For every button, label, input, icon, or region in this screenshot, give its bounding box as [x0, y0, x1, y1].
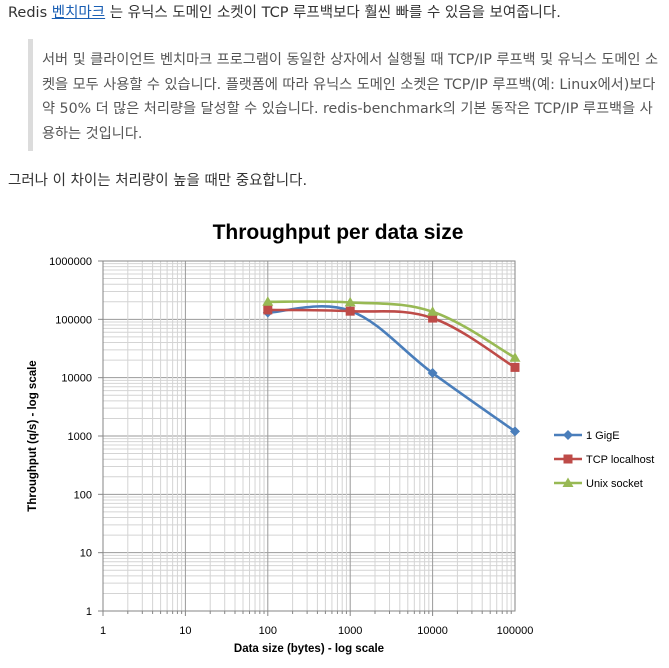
intro-prefix: Redis — [8, 5, 52, 21]
legend-marker-tcp-localhost — [563, 454, 573, 464]
legend-label-unix-socket: Unix socket — [586, 478, 643, 490]
data-point-tcp-localhost — [510, 362, 520, 372]
y-tick-label: 100 — [74, 489, 92, 501]
y-axis-label: Throughput (q/s) - log scale — [27, 360, 39, 511]
data-point-tcp-localhost — [263, 305, 273, 315]
y-tick-label: 100000 — [55, 314, 92, 326]
series-unix-socket — [262, 296, 521, 362]
x-tick-label: 100000 — [497, 625, 534, 637]
data-point-tcp-localhost — [428, 313, 438, 323]
series-line-tcp-localhost — [267, 308, 516, 369]
series-line-unix-socket — [267, 300, 516, 359]
x-tick-label: 100 — [259, 625, 277, 637]
y-tick-label: 1 — [86, 606, 92, 618]
data-point-unix-socket — [509, 352, 521, 362]
x-tick-label: 1000 — [338, 625, 362, 637]
legend-marker-unix-socket — [562, 477, 574, 487]
quote-text: 서버 및 클라이언트 벤치마크 프로그램이 동일한 상자에서 실행될 때 TCP… — [42, 52, 659, 142]
grid-lines — [102, 261, 515, 612]
data-point-tcp-localhost — [345, 306, 355, 316]
series-tcp-localhost — [263, 305, 520, 372]
series-line-1-gige — [267, 305, 516, 433]
x-tick-label: 10000 — [417, 625, 448, 637]
benchmark-link[interactable]: 벤치마크 — [51, 5, 106, 21]
intro-paragraph: Redis 벤치마크 는 유닉스 도메인 소켓이 TCP 루프백보다 훨씬 빠를… — [8, 2, 561, 24]
note-paragraph: 그러나 이 차이는 처리량이 높을 때만 중요합니다. — [8, 173, 308, 189]
data-point-unix-socket — [344, 296, 356, 307]
y-tick-label: 10000 — [61, 373, 92, 385]
axis-ticks: 1 10 100 1000 10000 100000 1000000 1 10 100 1000 10… — [49, 256, 533, 637]
throughput-chart: Throughput per data size 1 10 100 1000 10000… — [27, 221, 654, 655]
data-point-unix-socket — [427, 306, 439, 316]
legend-marker-1-gige — [563, 430, 573, 440]
chart-title: Throughput per data size — [213, 221, 464, 244]
data-point-1-gige — [510, 426, 520, 437]
blockquote: 서버 및 클라이언트 벤치마크 프로그램이 동일한 상자에서 실행될 때 TCP… — [28, 39, 658, 151]
y-tick-label: 10 — [80, 548, 92, 560]
legend-label-tcp-localhost: TCP localhost — [586, 454, 654, 466]
x-axis-label: Data size (bytes) - log scale — [234, 643, 384, 655]
y-tick-label: 1000 — [68, 431, 92, 443]
series-group — [262, 296, 521, 437]
x-tick-label: 10 — [179, 625, 191, 637]
y-tick-label: 1000000 — [49, 256, 92, 268]
data-point-unix-socket — [262, 296, 274, 306]
legend: 1 GigE TCP localhost Unix socket — [554, 430, 654, 490]
x-tick-label: 1 — [100, 625, 106, 637]
legend-label-1-gige: 1 GigE — [586, 430, 620, 442]
intro-suffix: 는 유닉스 도메인 소켓이 TCP 루프백보다 훨씬 빠를 수 있음을 보여줍니… — [105, 5, 561, 21]
data-point-1-gige — [427, 368, 438, 379]
